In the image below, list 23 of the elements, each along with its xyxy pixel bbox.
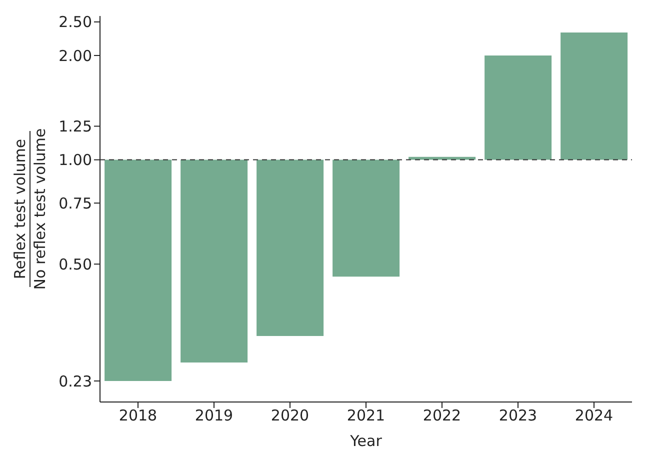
bar <box>332 160 400 277</box>
x-tick-label: 2022 <box>422 406 462 425</box>
bar <box>408 156 476 160</box>
y-axis-title: Reflex test volume No reflex test volume <box>11 128 49 290</box>
x-tick-label: 2020 <box>270 406 310 425</box>
bar <box>104 160 172 381</box>
bar <box>560 32 628 160</box>
y-tick-label: 0.75 <box>58 194 92 212</box>
y-tick-label: 1.25 <box>58 118 92 136</box>
bar <box>256 160 324 336</box>
y-tick-label: 0.50 <box>58 255 92 274</box>
x-tick-label: 2024 <box>574 406 614 425</box>
bar <box>180 160 248 363</box>
x-tick-label: 2018 <box>118 406 158 425</box>
x-axis-title: Year <box>349 432 383 450</box>
y-tick-label: 0.23 <box>58 372 92 390</box>
x-tick-label: 2023 <box>498 406 538 425</box>
x-tick-label: 2019 <box>194 406 234 425</box>
y-tick-label: 2.00 <box>58 46 92 65</box>
y-tick-label: 2.50 <box>58 13 92 32</box>
bar <box>484 55 552 160</box>
y-tick-label: 1.00 <box>58 151 92 170</box>
x-tick-label: 2021 <box>346 406 386 425</box>
